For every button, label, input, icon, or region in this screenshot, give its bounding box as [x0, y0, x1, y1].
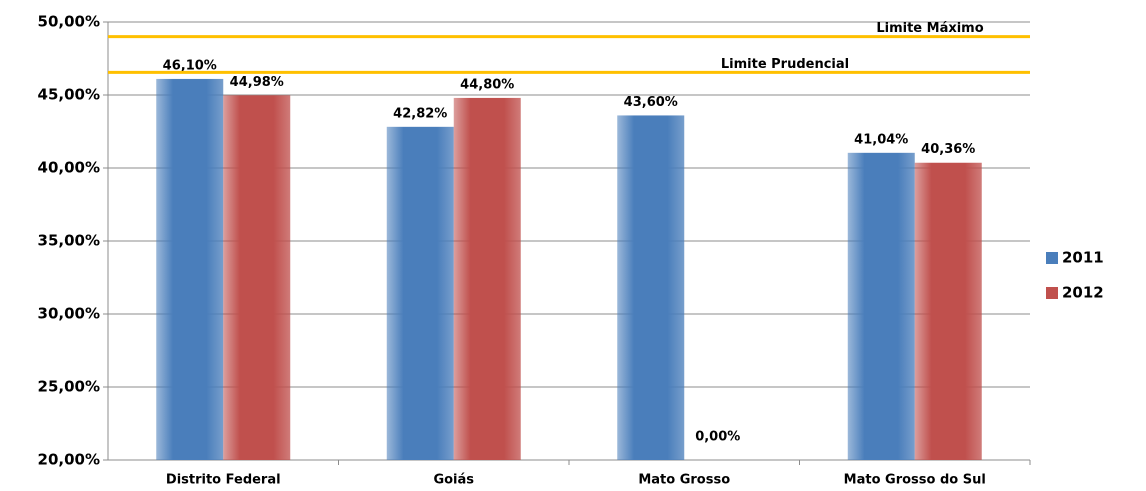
legend-swatch [1046, 252, 1058, 264]
bar [386, 126, 454, 460]
value-label: 43,60% [624, 95, 678, 110]
value-label: 41,04% [854, 132, 908, 147]
value-label: 40,36% [921, 142, 975, 157]
y-tick-label: 25,00% [38, 378, 100, 396]
y-tick-label: 45,00% [38, 86, 100, 104]
bar [156, 78, 224, 460]
y-tick-label: 20,00% [38, 451, 100, 469]
y-tick-label: 35,00% [38, 232, 100, 250]
bar [914, 162, 982, 460]
value-label: 0,00% [695, 430, 740, 445]
y-tick-label: 40,00% [38, 159, 100, 177]
legend-label: 2012 [1062, 284, 1104, 302]
reference-label: Limite Máximo [876, 21, 983, 36]
x-tick-label: Mato Grosso [638, 473, 730, 488]
value-label: 42,82% [393, 106, 447, 121]
x-tick-label: Mato Grosso do Sul [844, 473, 986, 488]
x-tick-label: Distrito Federal [166, 473, 281, 488]
value-label: 44,80% [460, 77, 514, 92]
reference-label: Limite Prudencial [721, 57, 849, 72]
x-tick-label: Goiás [433, 473, 474, 488]
bar [453, 97, 521, 461]
bar [223, 95, 291, 461]
y-tick-label: 30,00% [38, 305, 100, 323]
legend-swatch [1046, 287, 1058, 299]
value-label: 46,10% [163, 58, 217, 73]
legend-label: 2011 [1062, 249, 1104, 267]
bar [847, 152, 915, 461]
bar [617, 115, 685, 460]
value-label: 44,98% [230, 75, 284, 90]
y-tick-label: 50,00% [38, 13, 100, 31]
